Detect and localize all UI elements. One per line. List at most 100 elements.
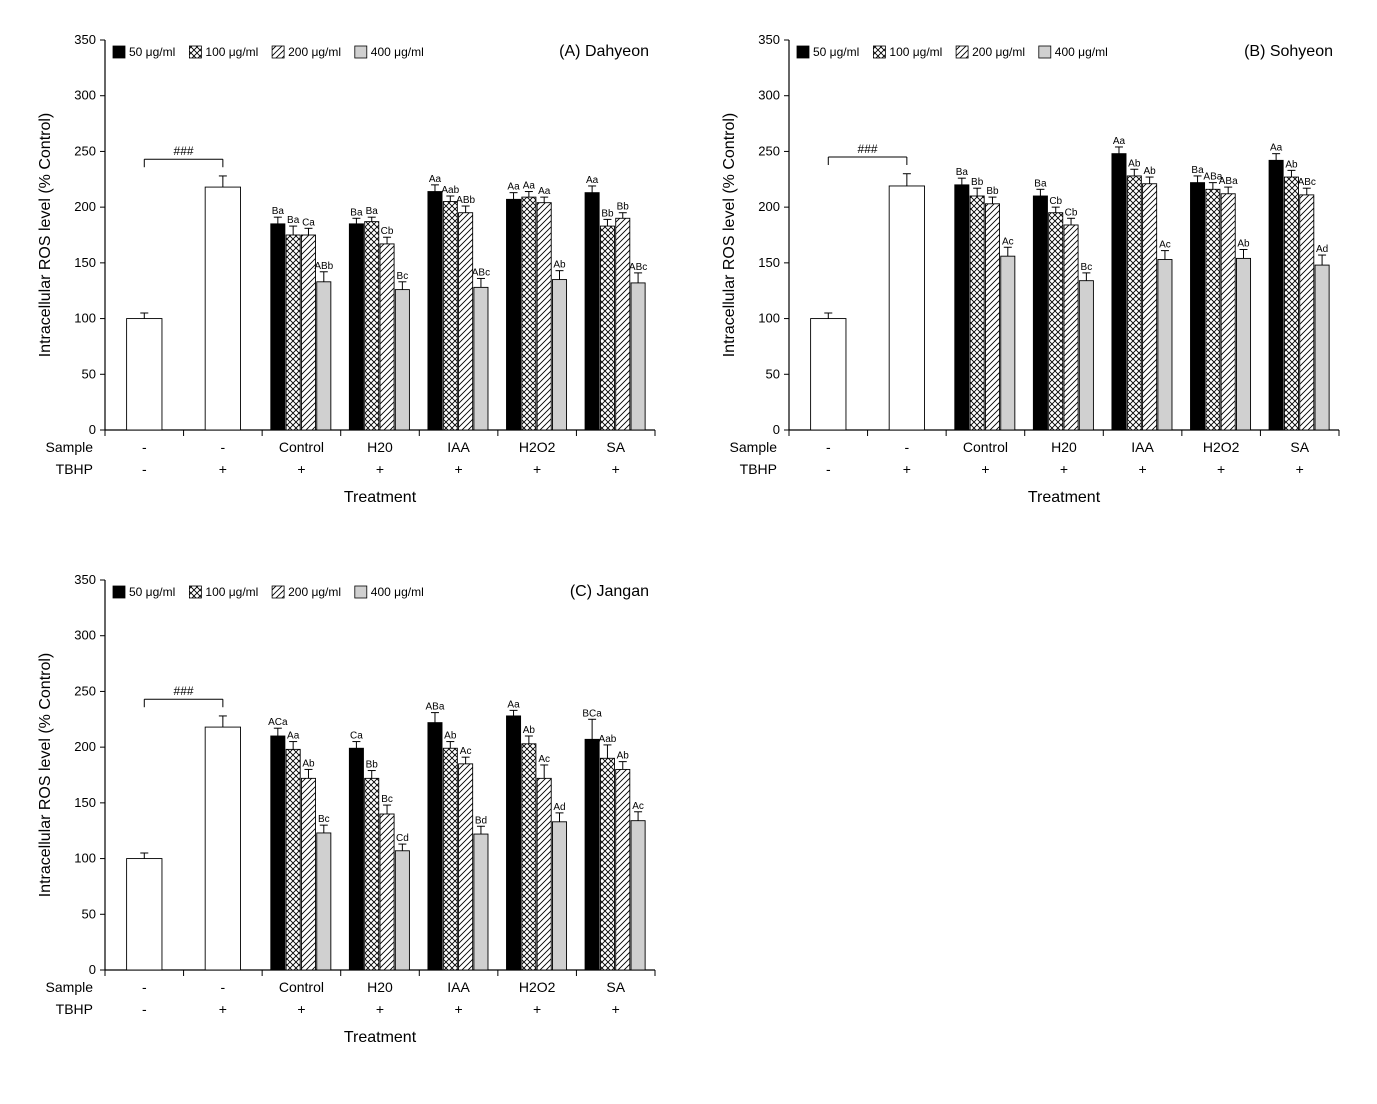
svg-text:100 μg/ml: 100 μg/ml: [889, 45, 942, 59]
svg-text:Aab: Aab: [599, 734, 617, 745]
svg-text:400 μg/ml: 400 μg/ml: [371, 585, 424, 599]
svg-text:IAA: IAA: [1131, 439, 1154, 455]
svg-text:150: 150: [74, 795, 96, 810]
svg-text:Aa: Aa: [538, 186, 551, 197]
svg-text:Aa: Aa: [507, 699, 520, 710]
svg-text:TBHP: TBHP: [739, 461, 776, 477]
svg-text:Ab: Ab: [1143, 166, 1156, 177]
svg-text:Treatment: Treatment: [344, 1029, 417, 1046]
svg-text:Sample: Sample: [46, 439, 94, 455]
svg-text:Ad: Ad: [1315, 244, 1327, 255]
svg-text:+: +: [902, 461, 910, 477]
svg-text:100: 100: [758, 311, 780, 326]
svg-text:###: ###: [857, 142, 877, 156]
svg-text:Bc: Bc: [397, 271, 409, 282]
svg-text:Bb: Bb: [617, 202, 630, 213]
svg-text:Bb: Bb: [986, 186, 999, 197]
svg-text:Ca: Ca: [350, 731, 363, 742]
svg-text:100: 100: [74, 851, 96, 866]
svg-text:H20: H20: [367, 979, 393, 995]
svg-text:50 μg/ml: 50 μg/ml: [129, 585, 175, 599]
svg-text:SA: SA: [606, 439, 625, 455]
svg-text:+: +: [376, 461, 384, 477]
svg-text:+: +: [533, 461, 541, 477]
svg-text:+: +: [376, 1001, 384, 1017]
svg-text:Ab: Ab: [523, 725, 536, 736]
svg-text:Bd: Bd: [475, 815, 487, 826]
svg-text:Ba: Ba: [366, 206, 379, 217]
svg-text:Treatment: Treatment: [344, 489, 417, 506]
svg-text:100: 100: [74, 311, 96, 326]
svg-text:50: 50: [765, 366, 779, 381]
svg-text:ABa: ABa: [1218, 176, 1237, 187]
svg-text:Control: Control: [279, 979, 324, 995]
svg-text:-: -: [904, 439, 909, 455]
svg-text:Ba: Ba: [272, 206, 285, 217]
svg-text:Aa: Aa: [1112, 136, 1125, 147]
svg-text:200: 200: [74, 739, 96, 754]
svg-text:-: -: [825, 439, 830, 455]
svg-text:50: 50: [82, 366, 96, 381]
svg-text:ABc: ABc: [1297, 177, 1315, 188]
svg-text:Ac: Ac: [460, 746, 472, 757]
svg-text:+: +: [533, 1001, 541, 1017]
svg-text:Ab: Ab: [444, 731, 457, 742]
svg-text:###: ###: [174, 684, 194, 698]
svg-text:200 μg/ml: 200 μg/ml: [288, 585, 341, 599]
svg-text:Cb: Cb: [1064, 207, 1077, 218]
svg-text:200 μg/ml: 200 μg/ml: [972, 45, 1025, 59]
svg-text:Intracellular ROS level (% Con: Intracellular ROS level (% Control): [37, 653, 54, 898]
svg-text:+: +: [1059, 461, 1067, 477]
svg-text:Ab: Ab: [1128, 158, 1141, 169]
svg-text:Ad: Ad: [553, 802, 565, 813]
svg-text:+: +: [454, 1001, 462, 1017]
svg-text:100 μg/ml: 100 μg/ml: [205, 585, 258, 599]
svg-text:0: 0: [772, 422, 779, 437]
svg-text:###: ###: [174, 144, 194, 158]
svg-text:H2O2: H2O2: [519, 439, 556, 455]
svg-text:Bb: Bb: [971, 177, 984, 188]
svg-text:+: +: [297, 461, 305, 477]
svg-text:+: +: [219, 1001, 227, 1017]
panel-B: 050100150200250300350Intracellular ROS l…: [704, 20, 1358, 540]
svg-text:Intracellular ROS level (% Con: Intracellular ROS level (% Control): [721, 113, 738, 358]
svg-text:Ba: Ba: [287, 215, 300, 226]
svg-text:Aa: Aa: [507, 182, 520, 193]
svg-text:-: -: [142, 439, 147, 455]
svg-text:350: 350: [74, 32, 96, 47]
svg-text:ABc: ABc: [629, 262, 647, 273]
svg-text:Bc: Bc: [381, 794, 393, 805]
svg-text:300: 300: [74, 628, 96, 643]
svg-text:+: +: [1138, 461, 1146, 477]
svg-text:50: 50: [82, 906, 96, 921]
svg-text:Bc: Bc: [318, 814, 330, 825]
svg-text:250: 250: [74, 143, 96, 158]
svg-text:Bb: Bb: [601, 208, 614, 219]
svg-text:Intracellular ROS level (% Con: Intracellular ROS level (% Control): [37, 113, 54, 358]
svg-text:H20: H20: [367, 439, 393, 455]
svg-text:Sample: Sample: [46, 979, 94, 995]
svg-text:Bc: Bc: [1080, 262, 1092, 273]
svg-text:400 μg/ml: 400 μg/ml: [371, 45, 424, 59]
svg-text:Ca: Ca: [302, 217, 315, 228]
panel-C: 050100150200250300350Intracellular ROS l…: [20, 560, 674, 1080]
svg-text:400 μg/ml: 400 μg/ml: [1054, 45, 1107, 59]
svg-text:300: 300: [74, 88, 96, 103]
svg-text:150: 150: [74, 255, 96, 270]
svg-text:200: 200: [74, 199, 96, 214]
svg-text:Ab: Ab: [1285, 159, 1298, 170]
svg-text:Treatment: Treatment: [1027, 489, 1100, 506]
svg-text:Ab: Ab: [617, 751, 630, 762]
svg-text:H20: H20: [1051, 439, 1077, 455]
svg-text:-: -: [142, 979, 147, 995]
svg-text:(B) Sohyeon: (B) Sohyeon: [1244, 43, 1333, 60]
svg-text:Ac: Ac: [632, 801, 644, 812]
svg-text:Cb: Cb: [1049, 196, 1062, 207]
svg-text:250: 250: [74, 683, 96, 698]
svg-text:Cb: Cb: [381, 226, 394, 237]
svg-text:200: 200: [758, 199, 780, 214]
svg-text:-: -: [142, 1001, 147, 1017]
svg-text:-: -: [142, 461, 147, 477]
svg-text:50 μg/ml: 50 μg/ml: [813, 45, 859, 59]
svg-text:Aa: Aa: [429, 174, 442, 185]
